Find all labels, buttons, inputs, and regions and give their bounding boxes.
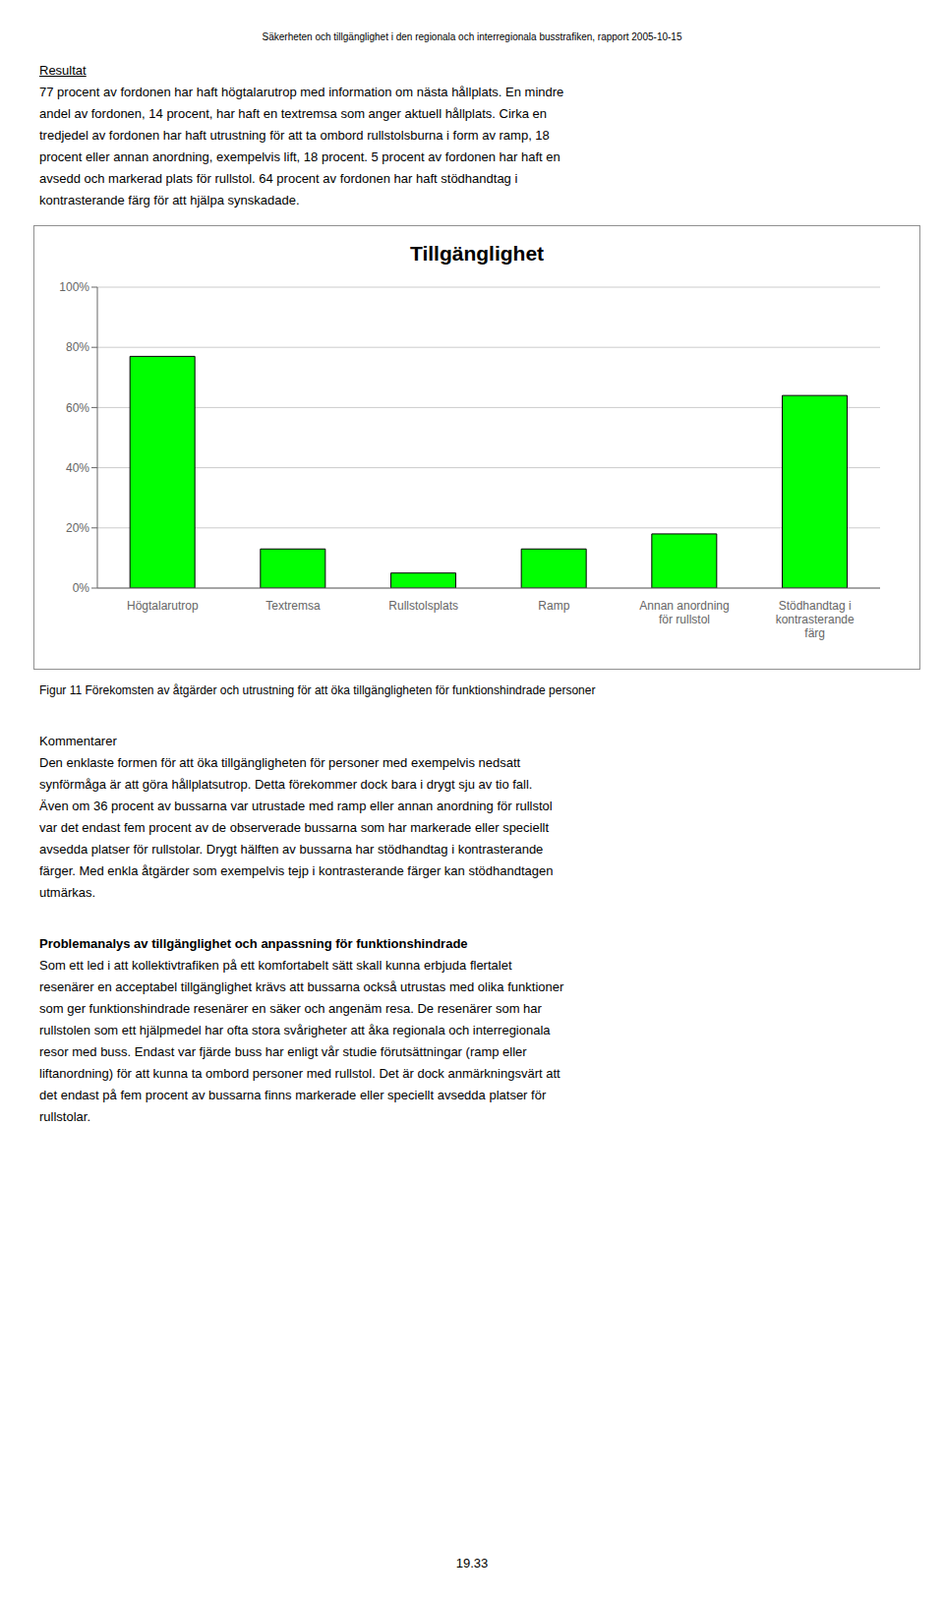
svg-text:0%: 0% <box>72 581 91 595</box>
html-text:rullstolar.: rullstolar. <box>39 1109 91 1124</box>
html-text:resenärer en acceptabel tillgä: resenärer en acceptabel tillgänglighet k… <box>39 979 564 995</box>
html-text:andel av fordonen, 14 procent,: andel av fordonen, 14 procent, har haft … <box>39 106 547 121</box>
svg-text:Högtalarutrop: Högtalarutrop <box>126 598 199 613</box>
html-text:resor med buss. Endast var fjä: resor med buss. Endast var fjärde buss h… <box>39 1044 527 1060</box>
html-text:liftanordning) för att kunna t: liftanordning) för att kunna ta ombord p… <box>39 1065 561 1081</box>
html-text:Säkerheten och tillgänglighet: Säkerheten och tillgänglighet i den regi… <box>262 31 682 43</box>
svg-text:80%: 80% <box>65 340 90 354</box>
html-text:Den enklaste formen för att ök: Den enklaste formen för att öka tillgäng… <box>39 755 521 770</box>
html-text:Även om 36 procent av bussarna: Även om 36 procent av bussarna var utrus… <box>39 798 553 814</box>
html-text:Resultat: Resultat <box>39 62 87 78</box>
svg-text:Rullstolsplats: Rullstolsplats <box>388 598 459 613</box>
html-text:Kommentarer: Kommentarer <box>39 733 117 749</box>
html-text:rullstolen som ett hjälpmedel: rullstolen som ett hjälpmedel har ofta s… <box>39 1022 551 1038</box>
svg-text:Stödhandtag ikontrasterandefär: Stödhandtag ikontrasterandefärg <box>775 598 855 641</box>
html-text:färger. Med enkla åtgärder som: färger. Med enkla åtgärder som exempelvi… <box>39 863 554 879</box>
html-text:utmärkas.: utmärkas. <box>39 885 96 900</box>
svg-text:Annan anordningför rullstol: Annan anordningför rullstol <box>639 598 729 627</box>
svg-text:100%: 100% <box>59 280 90 295</box>
html-text:77 procent av fordonen har haf: 77 procent av fordonen har haft högtalar… <box>39 84 564 100</box>
html-text:Tillgänglighet: Tillgänglighet <box>409 241 544 265</box>
svg-text:20%: 20% <box>65 521 90 535</box>
html-text:synförmåga är att göra hållpla: synförmåga är att göra hållplatsutrop. D… <box>39 776 533 792</box>
html-text:kontrasterande färg för att hj: kontrasterande färg för att hjälpa synsk… <box>39 192 300 208</box>
html-text:det endast på fem procent av b: det endast på fem procent av bussarna fi… <box>39 1087 546 1103</box>
svg-text:Textremsa: Textremsa <box>265 598 321 613</box>
svg-text:60%: 60% <box>65 401 90 415</box>
html-text:19.33: 19.33 <box>455 1555 489 1571</box>
html-text:som ger funktionshindrade rese: som ger funktionshindrade resenärer en s… <box>39 1001 542 1016</box>
html-text:var det endast fem procent av: var det endast fem procent av de observe… <box>39 820 549 835</box>
html-text:avsedda platser för rullstolar: avsedda platser för rullstolar. Drygt hä… <box>39 841 544 857</box>
svg-text:40%: 40% <box>65 461 90 475</box>
html-text:tredjedel av fordonen har haft: tredjedel av fordonen har haft utrustnin… <box>39 127 550 143</box>
html-text:Figur 11 Förekomsten av åtgärd: Figur 11 Förekomsten av åtgärder och utr… <box>39 683 596 698</box>
html-text:avsedd och markerad plats för: avsedd och markerad plats för rullstol. … <box>39 171 518 186</box>
html-text:Problemanalys av tillgänglighe: Problemanalys av tillgänglighet och anpa… <box>39 936 468 951</box>
html-text:Som ett led i att kollektivtra: Som ett led i att kollektivtrafiken på e… <box>39 957 512 973</box>
html-text:procent eller annan anordning,: procent eller annan anordning, exempelvi… <box>39 149 561 165</box>
svg-text:Ramp: Ramp <box>537 598 570 613</box>
